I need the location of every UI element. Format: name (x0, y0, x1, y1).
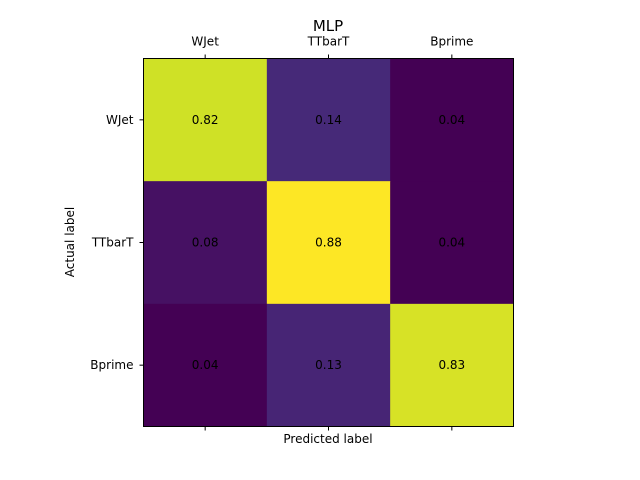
chart-title: MLP (313, 17, 343, 35)
cell-value-label: 0.82 (192, 113, 219, 127)
x-tick-label: WJet (191, 35, 219, 49)
heatmap-cell-ttbart-ttbart (266, 181, 391, 305)
cell-value-label: 0.04 (192, 358, 219, 372)
y-axis-label: Actual label (63, 207, 77, 277)
heatmap-cell-bprime-bprime (390, 303, 514, 427)
cell-value-label: 0.04 (438, 236, 465, 250)
cell-value-label: 0.83 (438, 358, 465, 372)
cell-value-label: 0.13 (315, 358, 342, 372)
cell-value-label: 0.08 (192, 236, 219, 250)
heatmap-cell-wjet-wjet (143, 58, 268, 182)
y-tick-label: WJet (106, 113, 134, 127)
cell-value-label: 0.88 (315, 236, 342, 250)
heatmap-cell-bprime-ttbart (266, 303, 391, 427)
heatmap-cell-ttbart-bprime (390, 181, 514, 305)
heatmap-cell-wjet-ttbart (266, 58, 391, 182)
heatmap-cell-wjet-bprime (390, 58, 514, 182)
heatmap-cells (143, 58, 514, 427)
cell-value-label: 0.14 (315, 113, 342, 127)
x-axis-ticks: WJet TTbarT Bprime (191, 35, 473, 431)
heatmap-value-labels: 0.82 0.14 0.04 0.08 0.88 0.04 0.04 0.13 0.83 (192, 113, 465, 372)
y-tick-label: Bprime (90, 358, 133, 372)
cell-value-label: 0.04 (438, 113, 465, 127)
x-tick-label: Bprime (430, 35, 473, 49)
x-tick-label: TTbarT (307, 35, 350, 49)
heatmap-cell-ttbart-wjet (143, 181, 268, 305)
y-tick-label: TTbarT (91, 236, 134, 250)
x-axis-label: Predicted label (283, 432, 372, 446)
y-axis-ticks: WJet TTbarT Bprime (90, 113, 144, 372)
heatmap-cell-bprime-wjet (143, 303, 268, 427)
